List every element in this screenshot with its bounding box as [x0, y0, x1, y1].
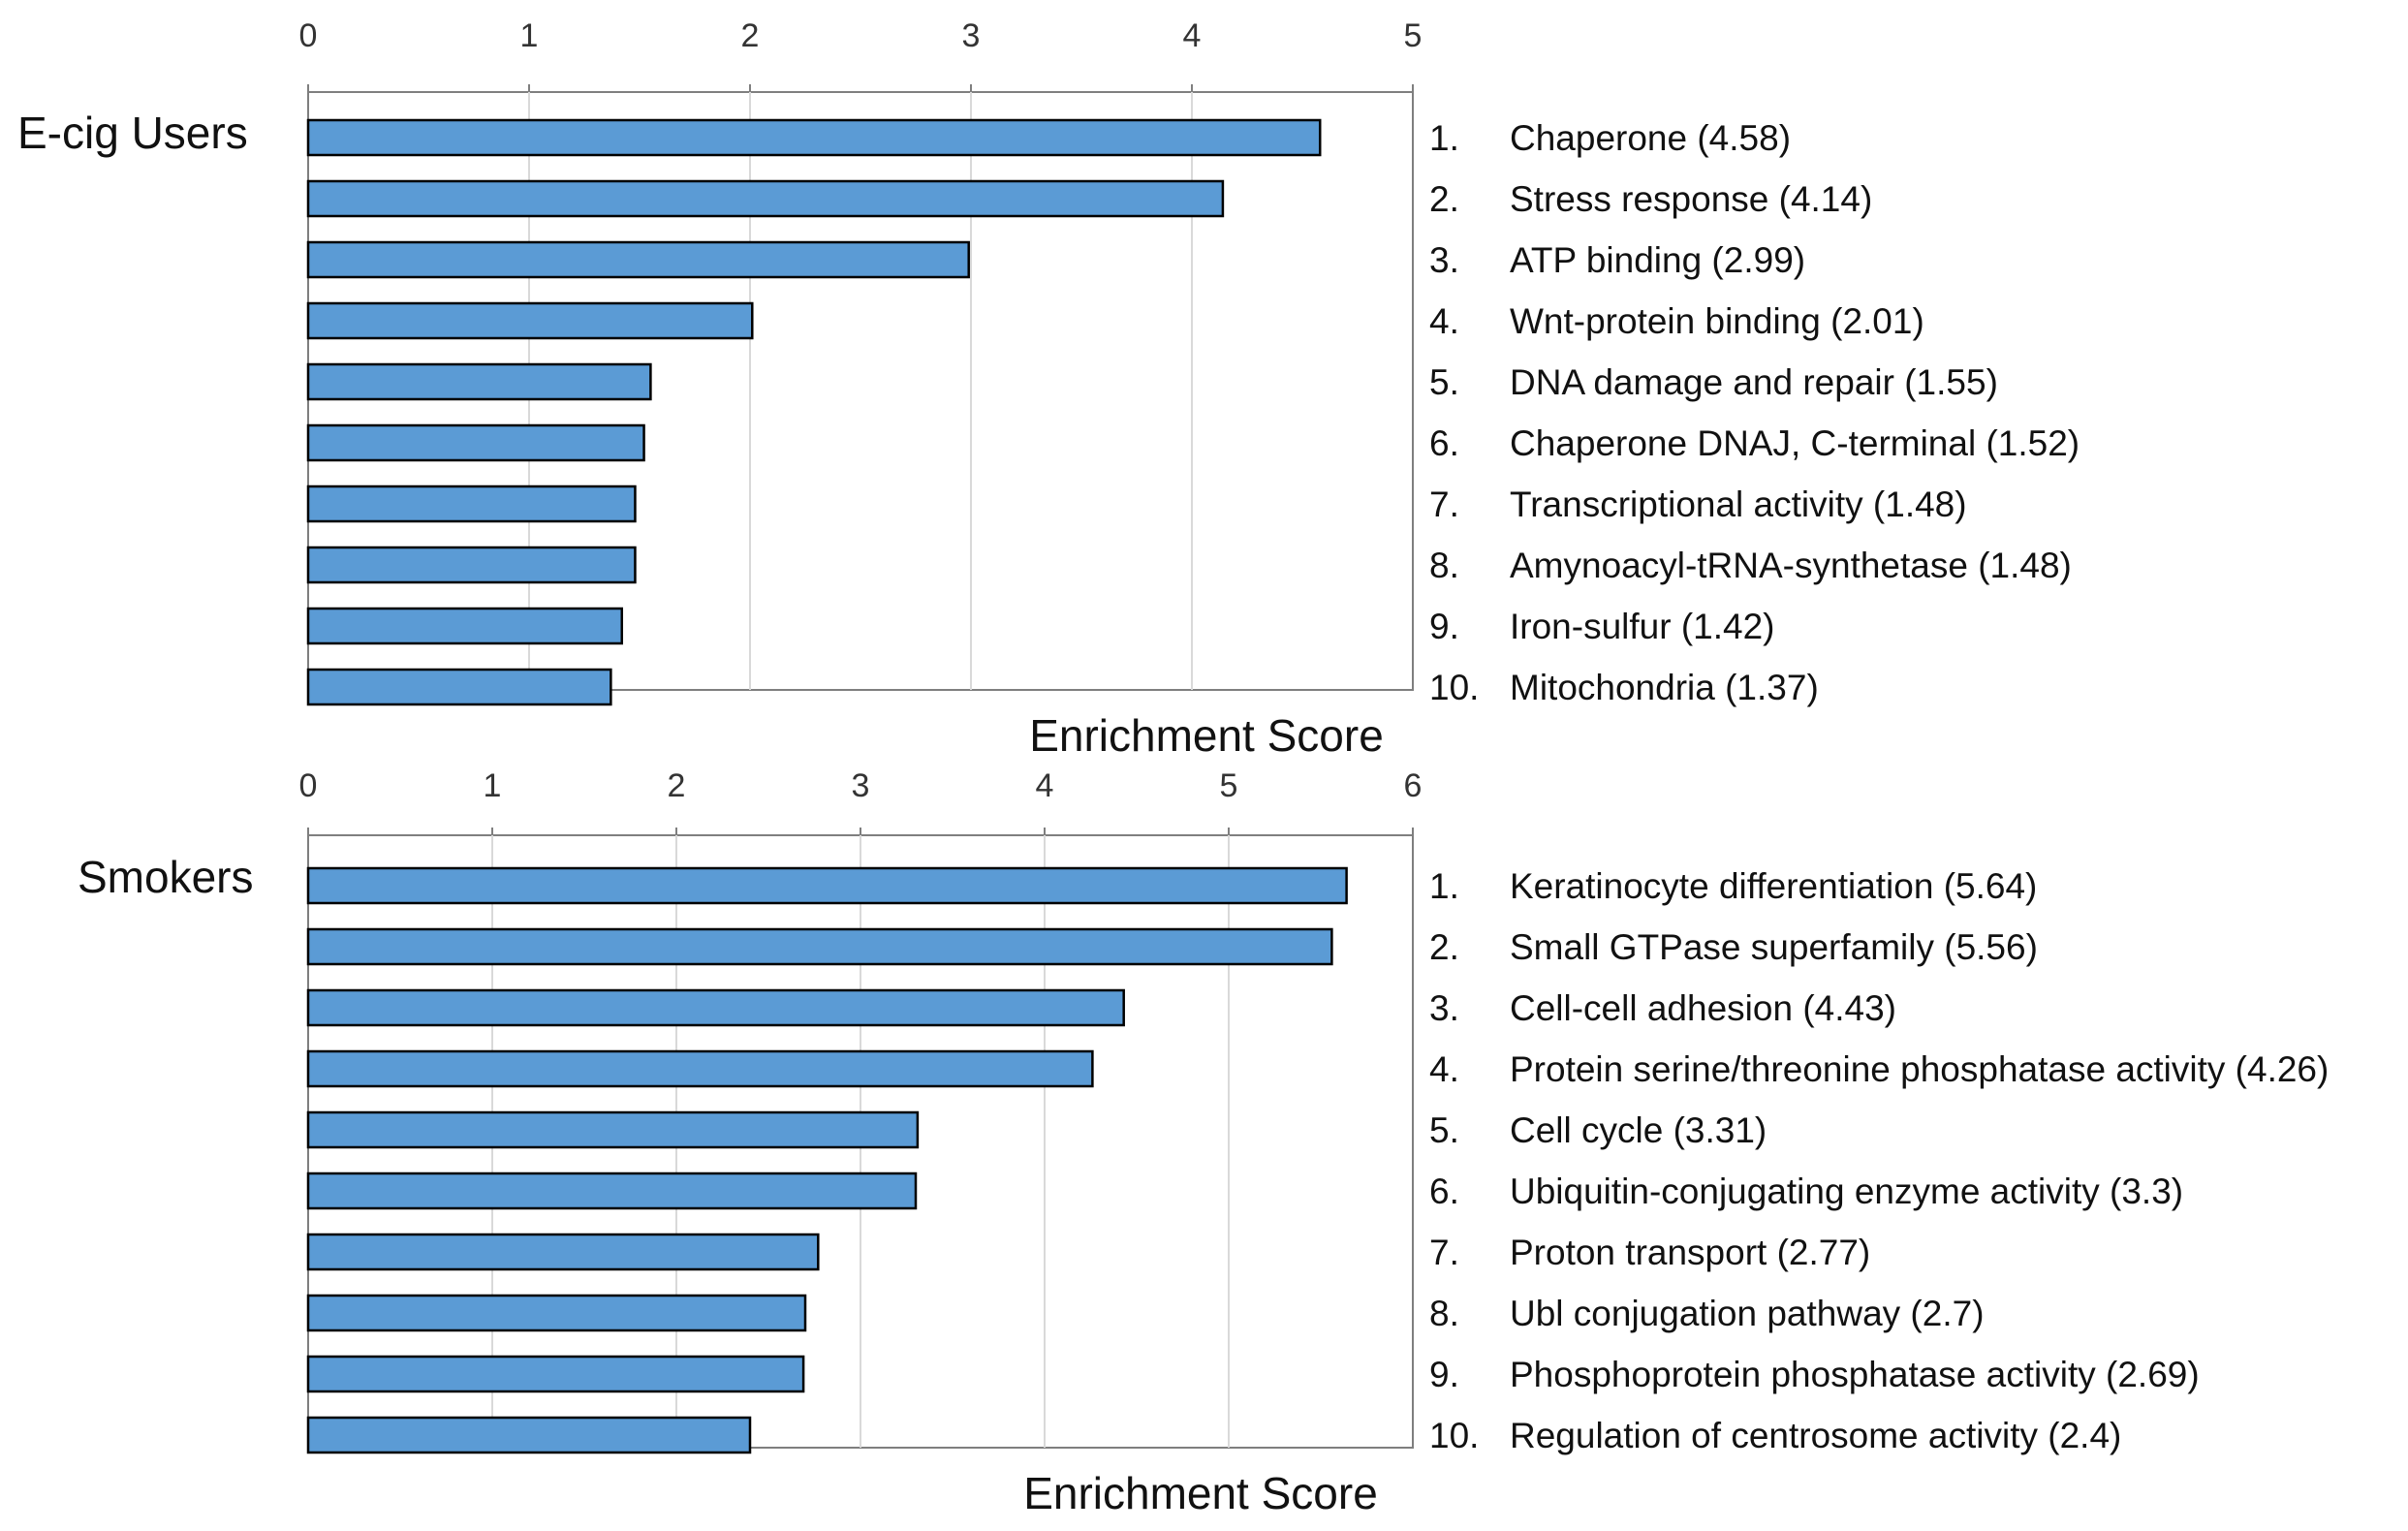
- ecig-users-panel: 0 1 2 3 4 5 1. Chaperone (4.58) 2. Stress respons…: [17, 17, 2080, 761]
- smokers-panel: 0 1 2 3 4 5 6 1. Keratinocyte differentiation (5…: [78, 767, 2329, 1518]
- smokers-legend-number: 1.: [1429, 866, 1459, 906]
- ecig-x-tick-label: 5: [1404, 17, 1423, 54]
- smokers-bar-7: [306, 1233, 820, 1271]
- smokers-x-tick-label: 0: [299, 767, 318, 804]
- ecig-legend-number: 6.: [1429, 423, 1459, 463]
- smokers-legend-number: 3.: [1429, 988, 1459, 1028]
- ecig-legend-number: 4.: [1429, 301, 1459, 341]
- smokers-axis-title: Enrichment Score: [1023, 1468, 1378, 1518]
- smokers-legend-label: Protein serine/threonine phosphatase act…: [1510, 1049, 2329, 1089]
- ecig-legend-number: 10.: [1429, 668, 1479, 707]
- smokers-legend-label: Ubl conjugation pathway (2.7): [1510, 1294, 1985, 1333]
- ecig-group-label: E-cig Users: [17, 108, 248, 158]
- ecig-legend-number: 1.: [1429, 118, 1459, 158]
- smokers-bar-4: [306, 1049, 1094, 1088]
- smokers-legend-label: Small GTPase superfamily (5.56): [1510, 927, 2038, 967]
- smokers-bar-1: [306, 866, 1348, 905]
- smokers-x-tick-label: 2: [668, 767, 686, 804]
- smokers-bar-5: [306, 1110, 920, 1149]
- smokers-legend-number: 8.: [1429, 1294, 1459, 1333]
- ecig-legend-label: Stress response (4.14): [1510, 179, 1872, 219]
- smokers-legend-label: Proton transport (2.77): [1510, 1233, 1870, 1272]
- ecig-x-tick-label: 3: [962, 17, 981, 54]
- ecig-bar-9: [306, 607, 624, 645]
- smokers-legend-label: Ubiquitin-conjugating enzyme activity (3…: [1510, 1172, 2183, 1211]
- smokers-legend-number: 2.: [1429, 927, 1459, 967]
- ecig-legend-number: 7.: [1429, 484, 1459, 524]
- smokers-legend-number: 7.: [1429, 1233, 1459, 1272]
- ecig-legend-label: ATP binding (2.99): [1510, 240, 1805, 280]
- smokers-legend-label: Keratinocyte differentiation (5.64): [1510, 866, 2037, 906]
- ecig-legend-label: DNA damage and repair (1.55): [1510, 362, 1998, 402]
- ecig-bar-6: [306, 423, 645, 462]
- ecig-bar-7: [306, 484, 637, 523]
- ecig-x-tick-label: 2: [741, 17, 760, 54]
- ecig-bar-2: [306, 179, 1225, 218]
- smokers-bar-6: [306, 1172, 918, 1210]
- smokers-bar-2: [306, 927, 1333, 966]
- ecig-legend-label: Chaperone DNAJ, C-terminal (1.52): [1510, 423, 2080, 463]
- ecig-bar-1: [306, 118, 1322, 157]
- smokers-legend-label: Cell cycle (3.31): [1510, 1110, 1767, 1150]
- ecig-axis-title: Enrichment Score: [1029, 710, 1384, 761]
- ecig-legend-label: Amynoacyl-tRNA-synthetase (1.48): [1510, 546, 2072, 585]
- smokers-legend-number: 6.: [1429, 1172, 1459, 1211]
- smokers-x-tick-label: 6: [1404, 767, 1423, 804]
- smokers-legend-label: Phosphoprotein phosphatase activity (2.6…: [1510, 1355, 2200, 1394]
- ecig-legend-number: 2.: [1429, 179, 1459, 219]
- smokers-legend-number: 10.: [1429, 1416, 1479, 1455]
- smokers-legend-label: Regulation of centrosome activity (2.4): [1510, 1416, 2121, 1455]
- smokers-bar-3: [306, 988, 1125, 1027]
- smokers-x-tick-label: 4: [1036, 767, 1054, 804]
- smokers-bar-8: [306, 1294, 807, 1332]
- ecig-legend-number: 5.: [1429, 362, 1459, 402]
- ecig-legend-label: Transcriptional activity (1.48): [1510, 484, 1967, 524]
- ecig-x-tick-label: 4: [1183, 17, 1202, 54]
- ecig-legend-label: Mitochondria (1.37): [1510, 668, 1819, 707]
- smokers-legend-number: 5.: [1429, 1110, 1459, 1150]
- ecig-bar-8: [306, 546, 637, 584]
- ecig-bar-5: [306, 362, 652, 401]
- smokers-x-tick-label: 3: [852, 767, 870, 804]
- ecig-x-tick-label: 1: [520, 17, 539, 54]
- smokers-legend-number: 4.: [1429, 1049, 1459, 1089]
- ecig-legend-label: Iron-sulfur (1.42): [1510, 607, 1775, 646]
- smokers-x-tick-label: 1: [484, 767, 502, 804]
- smokers-group-label: Smokers: [78, 852, 253, 902]
- smokers-legend-label: Cell-cell adhesion (4.43): [1510, 988, 1896, 1028]
- ecig-bar-4: [306, 301, 754, 340]
- ecig-legend-label: Chaperone (4.58): [1510, 118, 1791, 158]
- ecig-x-tick-label: 0: [299, 17, 318, 54]
- ecig-legend-label: Wnt-protein binding (2.01): [1510, 301, 1924, 341]
- smokers-bar-10: [306, 1416, 752, 1454]
- smokers-x-tick-label: 5: [1220, 767, 1238, 804]
- ecig-legend-number: 8.: [1429, 546, 1459, 585]
- ecig-bar-3: [306, 240, 970, 279]
- ecig-legend-number: 3.: [1429, 240, 1459, 280]
- smokers-legend-number: 9.: [1429, 1355, 1459, 1394]
- smokers-bar-9: [306, 1355, 805, 1393]
- ecig-bar-10: [306, 668, 612, 706]
- ecig-legend-number: 9.: [1429, 607, 1459, 646]
